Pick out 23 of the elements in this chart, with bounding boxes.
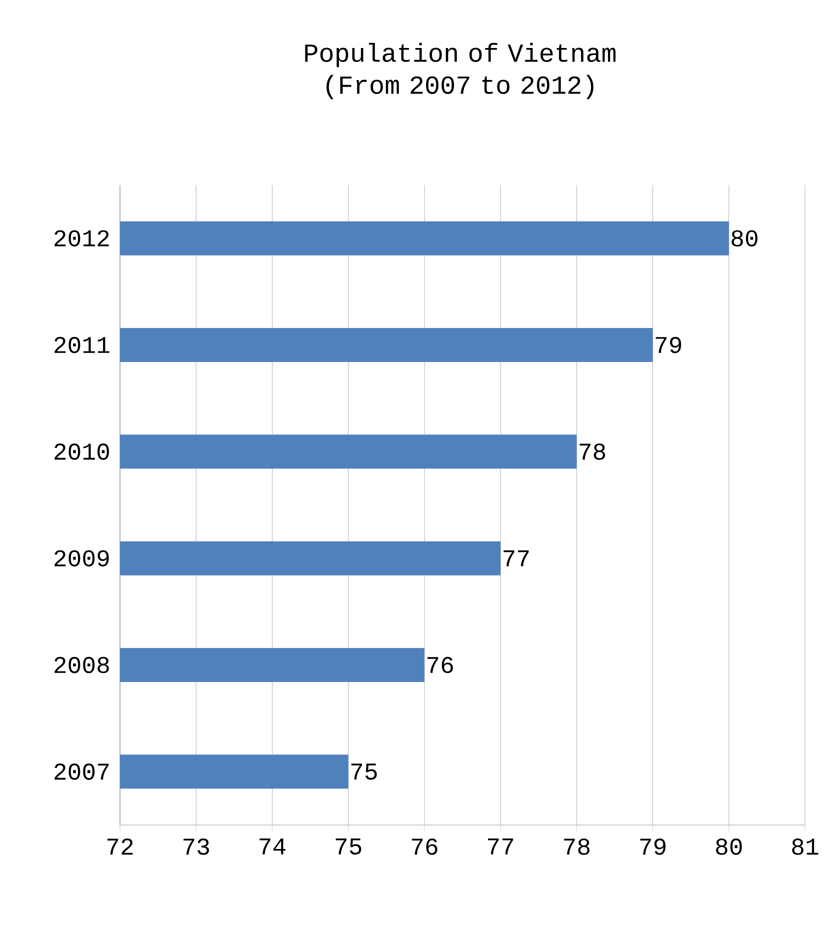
data-label: 76 bbox=[427, 656, 453, 674]
x-tick-label: 76 bbox=[412, 838, 438, 855]
y-tick-label: 2007 bbox=[54, 764, 109, 780]
data-label: 80 bbox=[732, 230, 758, 246]
x-tick-label: 77 bbox=[488, 838, 514, 854]
x-tick-label: 75 bbox=[336, 838, 362, 855]
y-tick-label: 2011 bbox=[54, 336, 110, 354]
x-tick-label: 72 bbox=[107, 838, 133, 855]
y-tick-label: 2008 bbox=[54, 656, 109, 674]
y-tick-label: 2009 bbox=[54, 550, 109, 566]
x-tick-label: 79 bbox=[640, 838, 666, 855]
y-tick-label: 2012 bbox=[54, 230, 109, 246]
x-tick-label: 74 bbox=[260, 838, 286, 854]
data-label: 77 bbox=[504, 550, 529, 566]
data-label: 78 bbox=[580, 444, 606, 460]
y-tick-label: 2010 bbox=[54, 444, 109, 460]
data-label: 75 bbox=[351, 764, 377, 780]
x-tick-label: 78 bbox=[564, 838, 590, 855]
x-tick-label: 73 bbox=[184, 838, 209, 855]
chart-title: Population of Vietnam (From 2007 to 2012) bbox=[305, 42, 616, 100]
x-tick-label: 81 bbox=[792, 838, 818, 855]
x-tick-label: 80 bbox=[716, 838, 742, 855]
data-label: 79 bbox=[656, 336, 682, 354]
